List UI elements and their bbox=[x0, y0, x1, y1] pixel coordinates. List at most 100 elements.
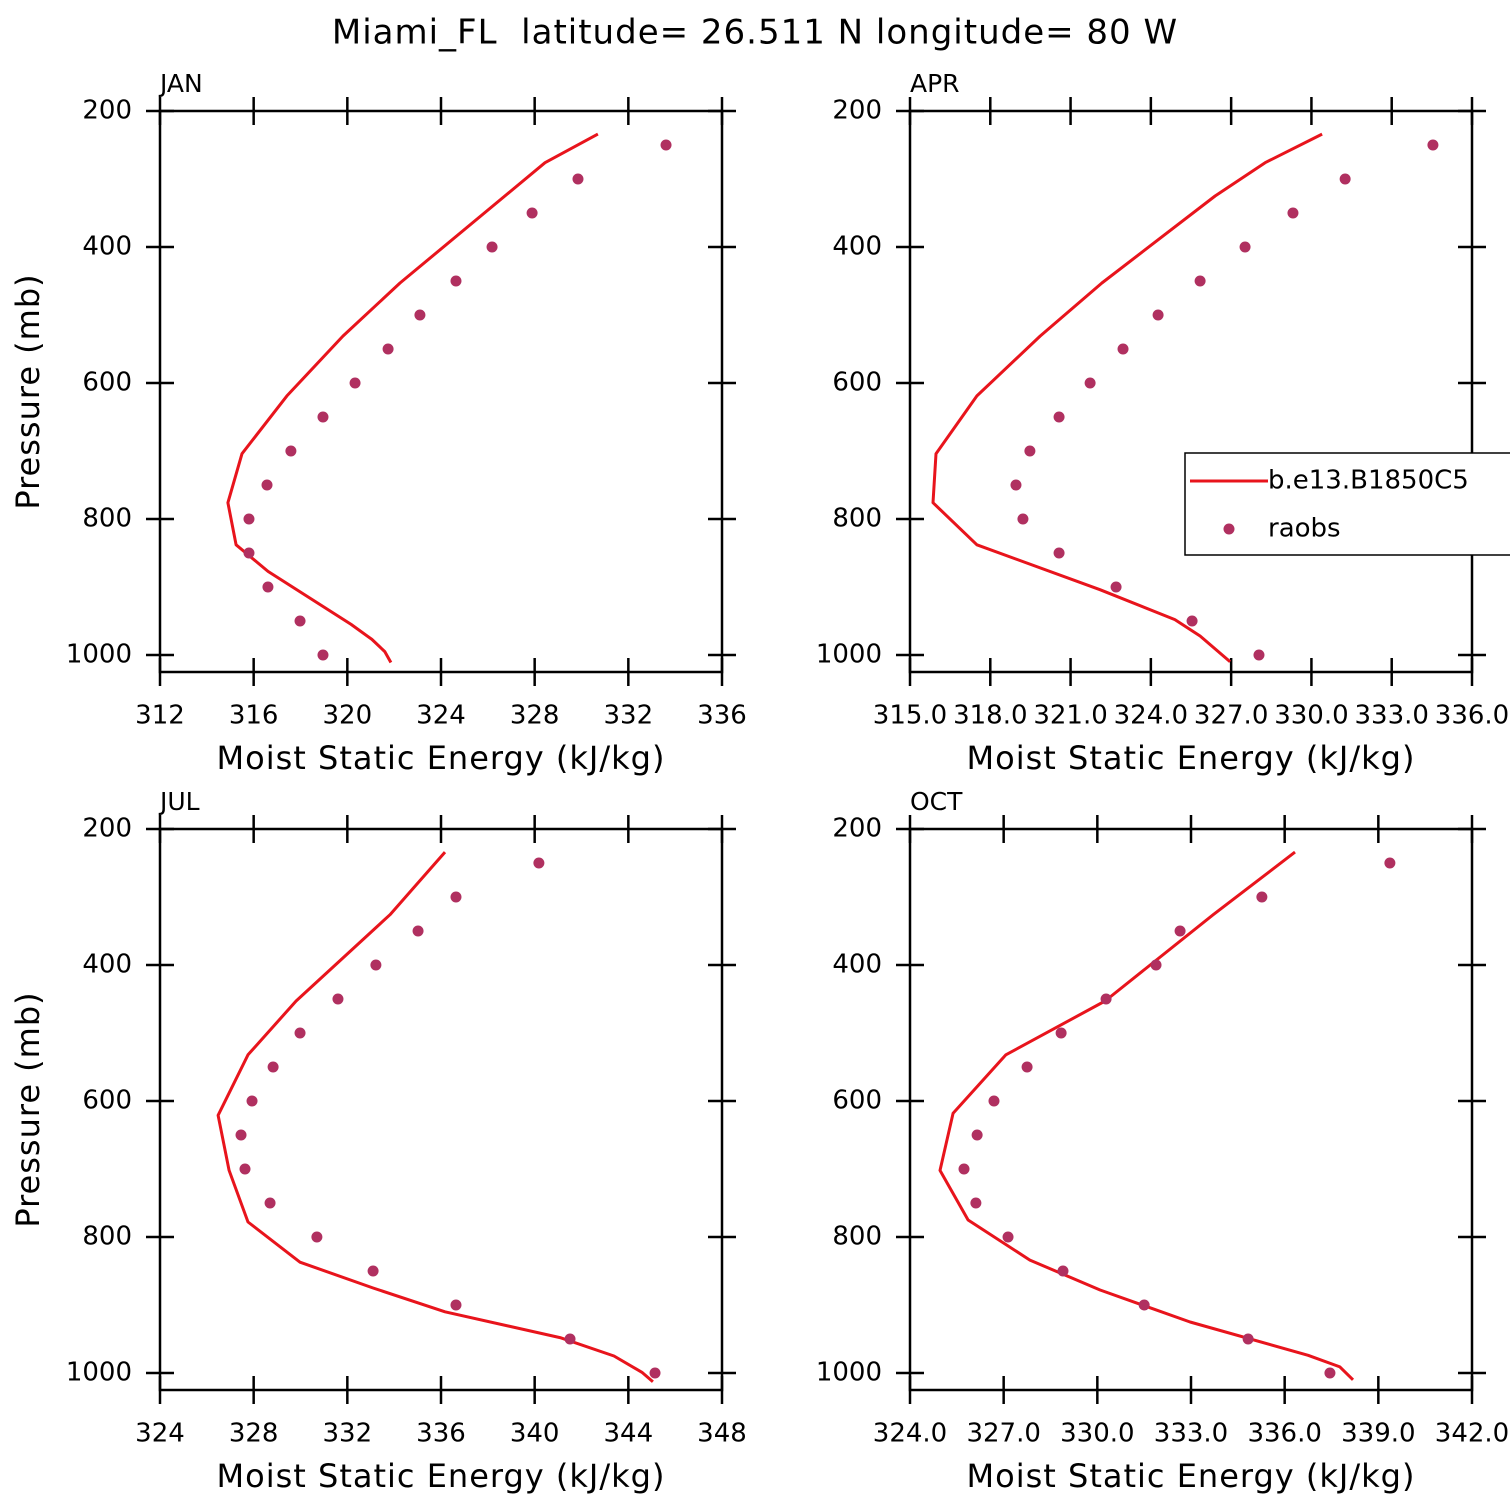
plot-frame bbox=[158, 109, 724, 674]
raob-dot bbox=[1055, 1027, 1067, 1039]
x-tick-label: 336.0 bbox=[1435, 701, 1509, 731]
raob-dot bbox=[1427, 139, 1439, 151]
x-tick-label: 324 bbox=[416, 701, 466, 731]
x-axis-label: Moist Static Energy (kJ/kg) bbox=[967, 739, 1416, 777]
raob-dot bbox=[1239, 241, 1251, 253]
raob-dot bbox=[311, 1231, 323, 1243]
raob-dot bbox=[317, 649, 329, 661]
panel-title: APR bbox=[910, 69, 960, 98]
raob-dot bbox=[262, 581, 274, 593]
model-line bbox=[226, 132, 599, 664]
y-tick-label: 600 bbox=[832, 368, 882, 398]
x-tick-label: 332 bbox=[323, 1419, 373, 1449]
panel-title: OCT bbox=[910, 787, 963, 816]
x-tick-label: 332 bbox=[604, 701, 654, 731]
raob-dot bbox=[294, 1027, 306, 1039]
x-tick-label: 348 bbox=[697, 1419, 747, 1449]
plot-frame bbox=[908, 827, 1474, 1392]
model-line bbox=[931, 132, 1323, 663]
y-axis-label: Pressure (mb) bbox=[9, 991, 47, 1227]
raob-dot bbox=[370, 959, 382, 971]
raob-dot bbox=[349, 377, 361, 389]
legend-dot bbox=[1223, 523, 1235, 535]
raob-dot bbox=[1242, 1333, 1254, 1345]
raob-dot bbox=[1174, 925, 1186, 937]
raob-dot bbox=[526, 207, 538, 219]
raob-dot bbox=[958, 1163, 970, 1175]
raob-dot bbox=[1324, 1367, 1336, 1379]
y-tick-label: 400 bbox=[82, 232, 132, 262]
figure-title: Miami_FL latitude= 26.511 N longitude= 8… bbox=[332, 13, 1178, 53]
raob-dot bbox=[450, 275, 462, 287]
y-tick-label: 600 bbox=[82, 368, 132, 398]
raob-dot bbox=[294, 615, 306, 627]
y-tick-label: 600 bbox=[832, 1086, 882, 1116]
x-tick-label: 318.0 bbox=[953, 701, 1027, 731]
y-tick-label: 400 bbox=[82, 950, 132, 980]
raob-dot bbox=[971, 1129, 983, 1141]
raob-dot bbox=[235, 1129, 247, 1141]
raob-dot bbox=[1002, 1231, 1014, 1243]
raob-dot bbox=[988, 1095, 1000, 1107]
y-tick-label: 1000 bbox=[816, 640, 882, 670]
raob-dot bbox=[332, 993, 344, 1005]
x-tick-label: 330.0 bbox=[1060, 1419, 1134, 1449]
raob-dot bbox=[1053, 547, 1065, 559]
raob-dot bbox=[649, 1367, 661, 1379]
x-tick-label: 321.0 bbox=[1033, 701, 1107, 731]
panel-title: JUL bbox=[158, 787, 200, 816]
raob-dot bbox=[264, 1197, 276, 1209]
x-tick-label: 327.0 bbox=[966, 1419, 1040, 1449]
raob-dot bbox=[1084, 377, 1096, 389]
x-axis-label: Moist Static Energy (kJ/kg) bbox=[967, 1457, 1416, 1495]
y-tick-label: 800 bbox=[82, 504, 132, 534]
raob-dot bbox=[317, 411, 329, 423]
legend-label: raobs bbox=[1268, 514, 1341, 544]
raob-dot bbox=[1100, 993, 1112, 1005]
raob-dot bbox=[367, 1265, 379, 1277]
panel: JUL 200 400 600 800 1000 324 328 332 336 340 344 348… bbox=[9, 787, 747, 1495]
y-tick-label: 800 bbox=[82, 1222, 132, 1252]
y-tick-label: 1000 bbox=[66, 640, 132, 670]
y-tick-label: 200 bbox=[82, 814, 132, 844]
raob-dot bbox=[1150, 959, 1162, 971]
raob-dot bbox=[660, 139, 672, 151]
raob-dot bbox=[1152, 309, 1164, 321]
y-tick-label: 200 bbox=[832, 96, 882, 126]
raob-dot bbox=[1339, 173, 1351, 185]
y-tick-label: 800 bbox=[832, 504, 882, 534]
raob-dot bbox=[486, 241, 498, 253]
x-tick-label: 342.0 bbox=[1435, 1419, 1509, 1449]
y-tick-label: 200 bbox=[82, 96, 132, 126]
x-tick-label: 340 bbox=[510, 1419, 560, 1449]
y-tick-label: 1000 bbox=[816, 1358, 882, 1388]
legend-label: b.e13.B1850C5 bbox=[1268, 466, 1469, 496]
raob-dot bbox=[1117, 343, 1129, 355]
raob-dot bbox=[1110, 581, 1122, 593]
y-tick-label: 400 bbox=[832, 950, 882, 980]
x-tick-label: 328 bbox=[510, 701, 560, 731]
x-axis-label: Moist Static Energy (kJ/kg) bbox=[217, 1457, 666, 1495]
raob-dot bbox=[412, 925, 424, 937]
x-tick-label: 312 bbox=[135, 701, 185, 731]
raob-dot bbox=[1256, 891, 1268, 903]
raob-dot bbox=[1017, 513, 1029, 525]
x-tick-label: 330.0 bbox=[1274, 701, 1348, 731]
raob-dot bbox=[1057, 1265, 1069, 1277]
y-tick-label: 400 bbox=[832, 232, 882, 262]
raob-dot bbox=[1024, 445, 1036, 457]
raob-dot bbox=[450, 1299, 462, 1311]
raob-dot bbox=[970, 1197, 982, 1209]
x-tick-label: 328 bbox=[229, 1419, 279, 1449]
model-line bbox=[216, 851, 654, 1383]
raob-dot bbox=[246, 1095, 258, 1107]
panel-title: JAN bbox=[158, 69, 203, 98]
x-tick-label: 316 bbox=[229, 701, 279, 731]
raob-dot bbox=[1384, 857, 1396, 869]
x-tick-label: 327.0 bbox=[1194, 701, 1268, 731]
y-tick-label: 800 bbox=[832, 1222, 882, 1252]
raob-dot bbox=[261, 479, 273, 491]
plot-frame bbox=[908, 109, 1474, 674]
